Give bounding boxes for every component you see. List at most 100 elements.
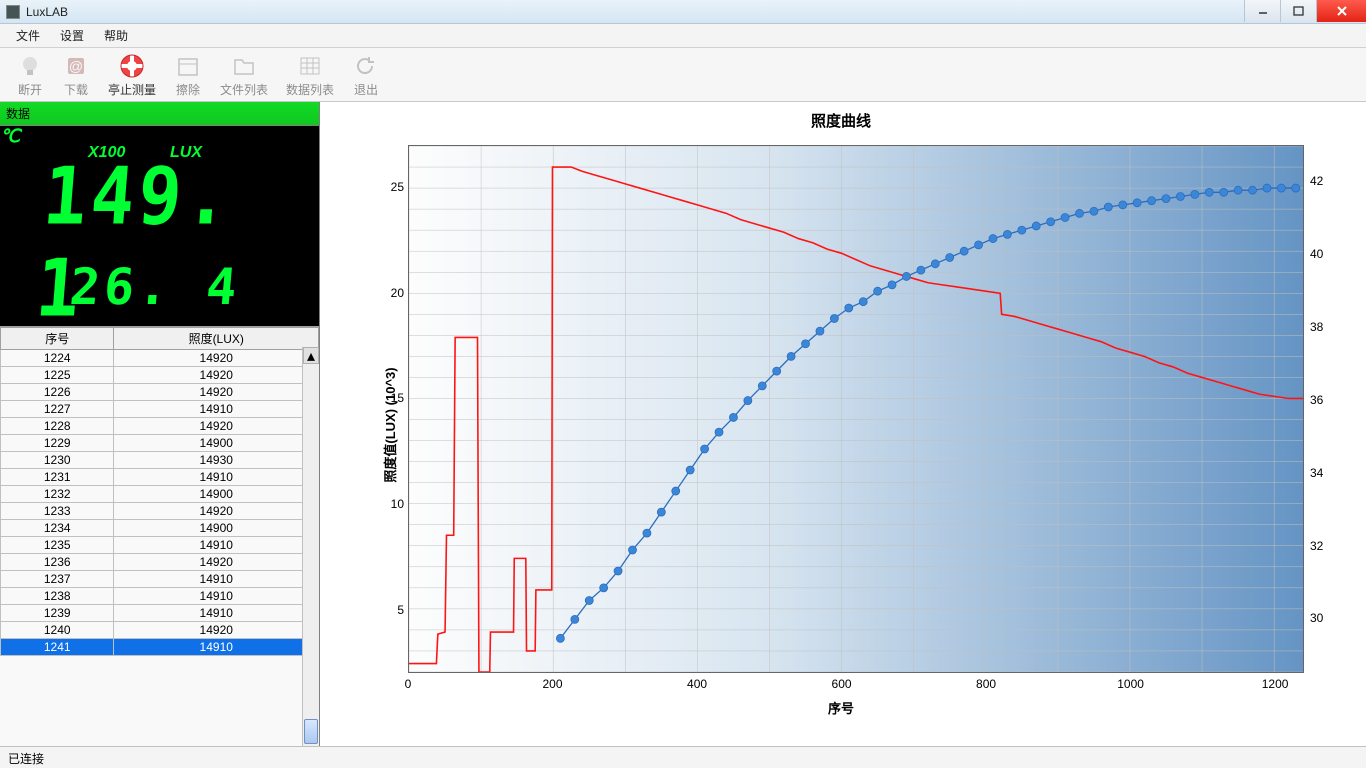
- menu-file[interactable]: 文件: [6, 24, 50, 47]
- cell-lux: 14930: [114, 452, 319, 469]
- cell-seq: 1239: [1, 605, 114, 622]
- menu-help[interactable]: 帮助: [94, 24, 138, 47]
- table-row[interactable]: 123414900: [1, 520, 319, 537]
- download-button[interactable]: @ 下载: [54, 50, 98, 100]
- data-table-wrap: 序号 照度(LUX) 12241492012251492012261492012…: [0, 326, 319, 746]
- y2-tick: 42: [1310, 174, 1323, 188]
- cell-lux: 14920: [114, 384, 319, 401]
- cell-seq: 1238: [1, 588, 114, 605]
- cell-seq: 1235: [1, 537, 114, 554]
- maximize-button[interactable]: [1280, 0, 1316, 22]
- cell-lux: 14900: [114, 486, 319, 503]
- table-row[interactable]: 124014920: [1, 622, 319, 639]
- tb-label: 擦除: [176, 81, 200, 98]
- table-scrollbar[interactable]: ▴: [302, 347, 319, 746]
- cell-lux: 14920: [114, 367, 319, 384]
- table-row[interactable]: 124114910: [1, 639, 319, 656]
- toolbar: 断开 @ 下载 亭止测量 擦除 文件列表 数据列表 退出: [0, 48, 1366, 102]
- lcd-display: X100 LUX 149. 1 26. 4 ℃: [0, 126, 319, 326]
- folder-icon: [230, 52, 258, 80]
- bulb-icon: [16, 52, 44, 80]
- cell-seq: 1237: [1, 571, 114, 588]
- main: 数据 X100 LUX 149. 1 26. 4 ℃ 序号 照度(LUX) 12…: [0, 102, 1366, 746]
- x-tick: 1200: [1262, 677, 1289, 691]
- table-row[interactable]: 122614920: [1, 384, 319, 401]
- x-tick: 200: [543, 677, 563, 691]
- file-list-button[interactable]: 文件列表: [212, 50, 276, 100]
- y-tick: 5: [397, 603, 404, 617]
- cell-lux: 14910: [114, 571, 319, 588]
- table-row[interactable]: 123314920: [1, 503, 319, 520]
- table-row[interactable]: 122914900: [1, 435, 319, 452]
- x-tick: 1000: [1117, 677, 1144, 691]
- y2-tick: 30: [1310, 611, 1323, 625]
- cell-seq: 1225: [1, 367, 114, 384]
- close-button[interactable]: [1316, 0, 1366, 22]
- cell-lux: 14900: [114, 435, 319, 452]
- table-row[interactable]: 123014930: [1, 452, 319, 469]
- erase-button[interactable]: 擦除: [166, 50, 210, 100]
- tb-label: 退出: [354, 81, 378, 98]
- y-tick: 25: [391, 180, 404, 194]
- table-row[interactable]: 123214900: [1, 486, 319, 503]
- titlebar: LuxLAB: [0, 0, 1366, 24]
- cell-seq: 1230: [1, 452, 114, 469]
- app-icon: [6, 5, 20, 19]
- table-row[interactable]: 122414920: [1, 350, 319, 367]
- table-row[interactable]: 123514910: [1, 537, 319, 554]
- chart-container: 照度值(LUX) (10^3) 序号 510152025303234363840…: [328, 135, 1354, 715]
- cell-seq: 1226: [1, 384, 114, 401]
- temp-reading: 26. 4: [67, 258, 243, 316]
- cell-lux: 14920: [114, 503, 319, 520]
- calendar-icon: [174, 52, 202, 80]
- menubar: 文件 设置 帮助: [0, 24, 1366, 48]
- data-table: 序号 照度(LUX) 12241492012251492012261492012…: [0, 327, 319, 656]
- table-row[interactable]: 122514920: [1, 367, 319, 384]
- table-row[interactable]: 123814910: [1, 588, 319, 605]
- cell-seq: 1231: [1, 469, 114, 486]
- y2-tick: 38: [1310, 320, 1323, 334]
- y-axis-label: 照度值(LUX) (10^3): [380, 367, 399, 482]
- cell-seq: 1234: [1, 520, 114, 537]
- cell-lux: 14910: [114, 537, 319, 554]
- cell-lux: 14920: [114, 554, 319, 571]
- minimize-button[interactable]: [1244, 0, 1280, 22]
- col-seq[interactable]: 序号: [1, 328, 114, 350]
- plot-area: [408, 145, 1304, 673]
- x-axis-label: 序号: [828, 698, 854, 717]
- table-row[interactable]: 122714910: [1, 401, 319, 418]
- window-title: LuxLAB: [26, 5, 68, 19]
- scroll-thumb[interactable]: [304, 719, 318, 744]
- data-list-button[interactable]: 数据列表: [278, 50, 342, 100]
- cell-lux: 14910: [114, 639, 319, 656]
- table-row[interactable]: 123914910: [1, 605, 319, 622]
- cell-lux: 14900: [114, 520, 319, 537]
- svg-text:@: @: [69, 58, 83, 74]
- tb-label: 亭止测量: [108, 81, 156, 98]
- cell-lux: 14910: [114, 605, 319, 622]
- col-lux[interactable]: 照度(LUX): [114, 328, 319, 350]
- tb-label: 文件列表: [220, 81, 268, 98]
- y2-tick: 32: [1310, 539, 1323, 553]
- tb-label: 下载: [64, 81, 88, 98]
- x-tick: 800: [976, 677, 996, 691]
- scroll-up-icon[interactable]: ▴: [303, 347, 319, 364]
- status-bar: 已连接: [0, 746, 1366, 768]
- cell-seq: 1232: [1, 486, 114, 503]
- status-connected: 已连接: [8, 752, 44, 766]
- download-icon: @: [62, 52, 90, 80]
- stop-measure-button[interactable]: 亭止测量: [100, 50, 164, 100]
- disconnect-button[interactable]: 断开: [8, 50, 52, 100]
- celsius-label: ℃: [0, 126, 319, 147]
- cell-seq: 1241: [1, 639, 114, 656]
- menu-settings[interactable]: 设置: [50, 24, 94, 47]
- y-tick: 10: [391, 497, 404, 511]
- table-row[interactable]: 122814920: [1, 418, 319, 435]
- cell-lux: 14910: [114, 469, 319, 486]
- table-row[interactable]: 123714910: [1, 571, 319, 588]
- exit-button[interactable]: 退出: [344, 50, 388, 100]
- table-row[interactable]: 123614920: [1, 554, 319, 571]
- table-row[interactable]: 123114910: [1, 469, 319, 486]
- cell-seq: 1236: [1, 554, 114, 571]
- cell-seq: 1228: [1, 418, 114, 435]
